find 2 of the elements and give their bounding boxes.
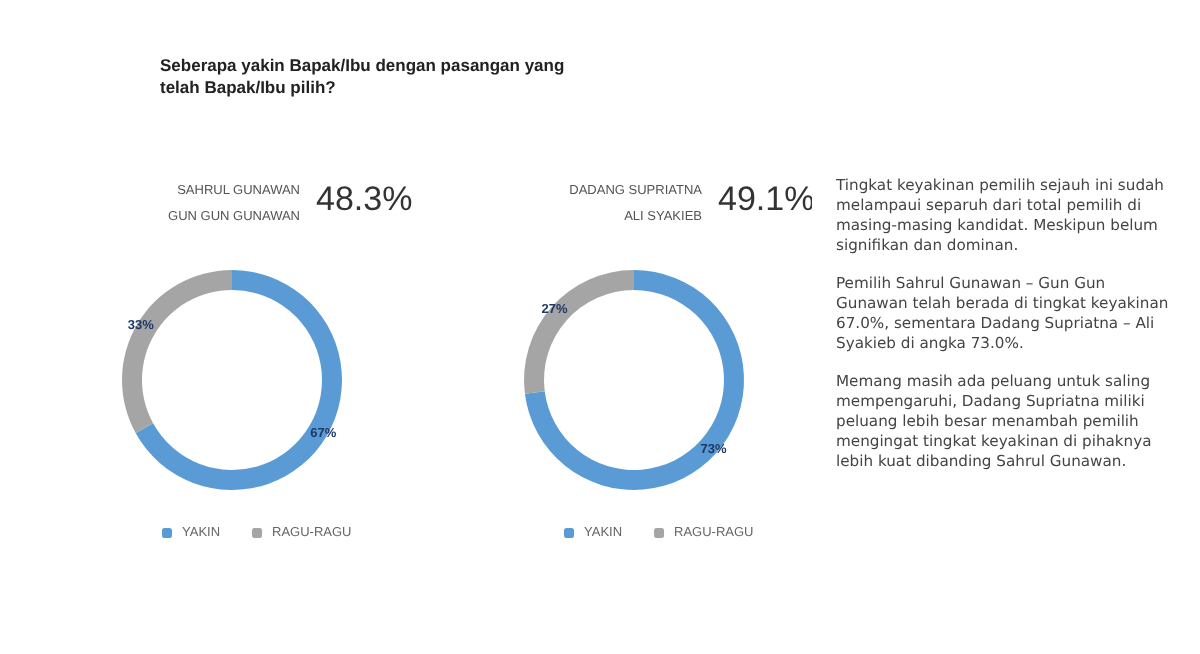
chart-title: Seberapa yakin Bapak/Ibu dengan pasangan yang telah Bapak/Ibu pilih? — [160, 55, 570, 97]
text: 48.3% — [316, 180, 413, 218]
